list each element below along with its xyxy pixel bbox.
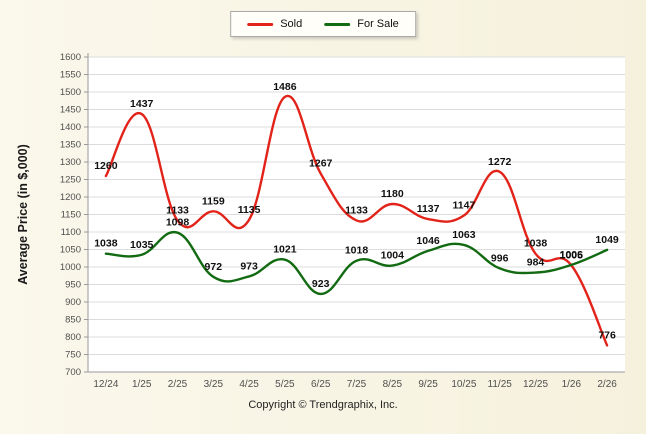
y-tick-label: 1300 bbox=[60, 157, 81, 168]
sold-line bbox=[104, 94, 609, 347]
sold-data-label: 1038 bbox=[524, 238, 548, 250]
sold-data-label: 1133 bbox=[345, 204, 368, 216]
for-sale-data-label: 1021 bbox=[273, 244, 297, 256]
y-tick-label: 1050 bbox=[60, 245, 81, 256]
x-tick-label: 10/25 bbox=[451, 379, 476, 390]
for-sale-data-label: 1006 bbox=[560, 249, 584, 261]
for-sale-data-label: 1063 bbox=[452, 229, 476, 241]
for-sale-data-label: 996 bbox=[491, 252, 509, 264]
sold-data-label: 1147 bbox=[453, 200, 476, 212]
legend-item-sold: Sold bbox=[247, 18, 302, 30]
sold-line-swatch bbox=[247, 22, 274, 26]
y-tick-label: 1250 bbox=[60, 175, 81, 186]
for-sale-data-label: 1098 bbox=[166, 217, 190, 229]
legend: Sold For Sale bbox=[230, 11, 416, 37]
for-sale-data-label: 923 bbox=[312, 278, 330, 290]
legend-label-sold: Sold bbox=[280, 18, 303, 30]
for-sale-data-label: 1035 bbox=[130, 239, 154, 251]
x-tick-label: 12/24 bbox=[93, 379, 118, 390]
y-tick-label: 800 bbox=[65, 332, 81, 343]
y-tick-label: 1350 bbox=[60, 140, 81, 151]
y-tick-label: 750 bbox=[65, 350, 81, 361]
y-tick-label: 1550 bbox=[60, 70, 81, 81]
x-tick-label: 12/25 bbox=[523, 379, 548, 390]
sold-data-label: 776 bbox=[598, 329, 616, 341]
legend-item-for-sale: For Sale bbox=[324, 18, 399, 30]
sold-data-label: 1135 bbox=[238, 204, 261, 216]
y-tick-label: 700 bbox=[65, 367, 81, 378]
x-tick-label: 6/25 bbox=[311, 379, 331, 390]
for-sale-line-swatch bbox=[324, 22, 351, 26]
y-tick-label: 1100 bbox=[61, 227, 81, 238]
y-tick-label: 1600 bbox=[60, 52, 81, 63]
for-sale-data-label: 973 bbox=[240, 260, 258, 272]
for-sale-data-label: 1018 bbox=[345, 245, 369, 257]
y-tick-label: 850 bbox=[65, 315, 81, 326]
x-tick-label: 1/25 bbox=[132, 379, 152, 390]
y-tick-label: 1150 bbox=[61, 210, 81, 221]
x-tick-label: 1/26 bbox=[562, 379, 582, 390]
for-sale-data-label: 1049 bbox=[595, 234, 619, 246]
sold-data-label: 1133 bbox=[166, 204, 189, 216]
x-tick-label: 5/25 bbox=[275, 379, 295, 390]
y-tick-label: 1500 bbox=[60, 87, 81, 98]
sold-data-label: 1180 bbox=[381, 188, 404, 200]
y-tick-label: 1400 bbox=[60, 122, 81, 133]
sold-data-label: 1267 bbox=[309, 158, 333, 170]
sold-data-label: 1137 bbox=[417, 203, 440, 215]
y-tick-label: 950 bbox=[65, 280, 81, 291]
sold-data-label: 1159 bbox=[202, 195, 225, 207]
sold-data-label: 1437 bbox=[130, 98, 154, 110]
copyright-text: Copyright © Trendgraphix, Inc. bbox=[248, 399, 398, 411]
y-tick-label: 1000 bbox=[60, 262, 81, 273]
for-sale-data-label: 1046 bbox=[416, 235, 440, 247]
y-tick-label: 900 bbox=[65, 297, 81, 308]
sold-data-label: 1272 bbox=[488, 156, 512, 168]
y-tick-label: 1200 bbox=[60, 192, 81, 203]
y-tick-label: 1450 bbox=[60, 105, 81, 116]
x-tick-label: 9/25 bbox=[418, 379, 438, 390]
x-tick-label: 2/25 bbox=[168, 379, 188, 390]
sold-data-label: 1260 bbox=[94, 160, 118, 172]
x-tick-label: 4/25 bbox=[239, 379, 259, 390]
legend-label-for-sale: For Sale bbox=[357, 18, 399, 30]
x-tick-label: 2/26 bbox=[597, 379, 617, 390]
x-tick-label: 3/25 bbox=[204, 379, 224, 390]
for-sale-data-label: 1004 bbox=[381, 250, 405, 262]
for-sale-data-label: 984 bbox=[527, 257, 545, 269]
sold-data-label: 1486 bbox=[273, 81, 297, 93]
x-tick-label: 8/25 bbox=[383, 379, 403, 390]
x-tick-label: 7/25 bbox=[347, 379, 367, 390]
for-sale-data-label: 972 bbox=[205, 261, 223, 273]
for-sale-line bbox=[104, 231, 609, 296]
y-axis-title: Average Price (in $,000) bbox=[16, 144, 30, 285]
for-sale-data-label: 1038 bbox=[94, 238, 118, 250]
x-tick-label: 11/25 bbox=[488, 379, 513, 390]
sold-data-label: 1005 bbox=[560, 249, 584, 261]
